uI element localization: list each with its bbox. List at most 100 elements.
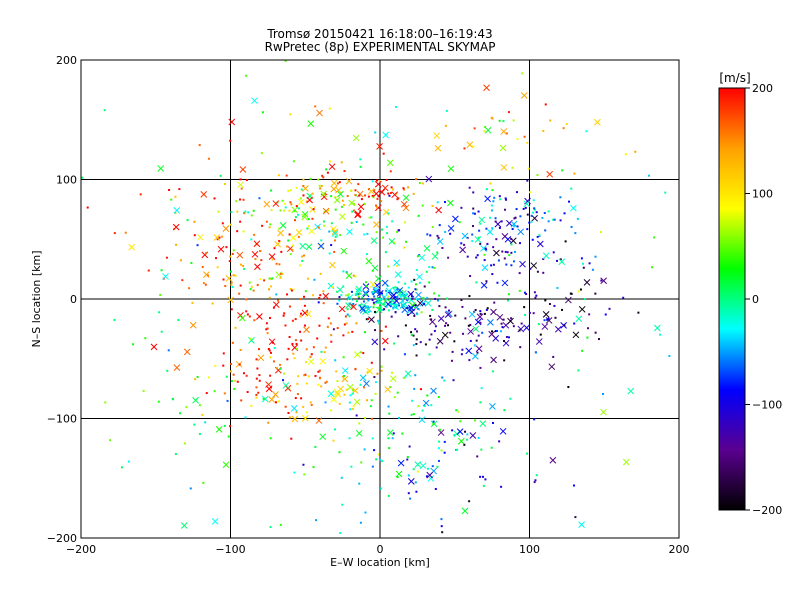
scatter-cross-marker [327, 390, 335, 398]
scatter-dot-marker [279, 231, 282, 234]
scatter-dot-marker [472, 212, 475, 215]
scatter-dot-marker [464, 430, 467, 433]
scatter-dot-marker [507, 299, 510, 302]
scatter-dot-marker [536, 270, 539, 273]
scatter-cross-marker [474, 236, 482, 243]
scatter-dot-marker [226, 399, 229, 402]
scatter-dot-marker [338, 451, 341, 454]
scatter-dot-marker [288, 209, 291, 212]
y-tick-label: 200 [56, 54, 77, 67]
x-tick-label: 200 [669, 543, 690, 556]
scatter-dot-marker [604, 313, 607, 316]
scatter-dot-marker [472, 191, 475, 194]
scatter-dot-marker [359, 304, 362, 307]
scatter-dot-marker [279, 523, 282, 526]
scatter-cross-marker [419, 299, 427, 307]
scatter-dot-marker [336, 380, 339, 383]
scatter-dot-marker [485, 248, 488, 251]
scatter-dot-marker [582, 266, 585, 269]
scatter-dot-marker [594, 292, 597, 295]
scatter-dot-marker [472, 225, 475, 228]
scatter-cross-marker [456, 428, 464, 435]
scatter-dot-marker [292, 160, 295, 163]
scatter-dot-marker [248, 315, 251, 318]
scatter-cross-marker [484, 126, 492, 134]
scatter-dot-marker [505, 198, 508, 201]
scatter-dot-marker [422, 296, 425, 299]
scatter-dot-marker [456, 448, 459, 451]
scatter-dot-marker [468, 500, 471, 503]
scatter-dot-marker [318, 296, 321, 299]
x-tick-label: −200 [66, 543, 96, 556]
scatter-cross-marker [256, 313, 263, 320]
scatter-dot-marker [417, 405, 420, 408]
scatter-cross-marker [406, 307, 413, 315]
scatter-dot-marker [320, 185, 323, 188]
scatter-dot-marker [330, 334, 333, 337]
scatter-dot-marker [377, 322, 380, 325]
scatter-cross-marker [401, 293, 409, 301]
scatter-dot-marker [371, 298, 374, 301]
scatter-dot-marker [511, 228, 514, 231]
scatter-cross-marker [388, 238, 396, 245]
scatter-dot-marker [239, 284, 242, 287]
scatter-dot-marker [396, 198, 399, 201]
scatter-dot-marker [426, 233, 429, 236]
scatter-dot-marker [287, 239, 290, 242]
scatter-dot-marker [515, 191, 518, 194]
scatter-cross-marker [274, 240, 282, 248]
scatter-dot-marker [511, 166, 514, 169]
scatter-dot-marker [535, 211, 538, 214]
scatter-dot-marker [437, 447, 440, 450]
scatter-dot-marker [288, 233, 291, 236]
scatter-cross-marker [236, 251, 244, 259]
x-axis-label: E–W location [km] [330, 556, 430, 569]
scatter-dot-marker [267, 347, 270, 350]
scatter-dot-marker [295, 342, 298, 345]
colorbar-label: [m/s] [719, 71, 750, 85]
scatter-cross-marker [237, 181, 244, 189]
scatter-dot-marker [472, 145, 475, 148]
scatter-dot-marker [363, 233, 366, 236]
scatter-cross-marker [284, 384, 292, 392]
scatter-dot-marker [396, 391, 399, 394]
scatter-dot-marker [358, 304, 361, 307]
scatter-cross-marker [305, 243, 313, 251]
scatter-cross-marker [504, 235, 512, 243]
scatter-dot-marker [520, 322, 523, 325]
scatter-dot-marker [510, 251, 513, 254]
scatter-dot-marker [528, 311, 531, 314]
scatter-dot-marker [413, 278, 416, 281]
scatter-dot-marker [294, 339, 297, 342]
scatter-dot-marker [547, 210, 550, 213]
scatter-dot-marker [447, 324, 450, 327]
scatter-cross-marker [239, 166, 247, 173]
scatter-dot-marker [196, 244, 199, 247]
scatter-dot-marker [319, 294, 322, 297]
scatter-dot-marker [388, 412, 391, 415]
scatter-dot-marker [288, 305, 291, 308]
scatter-dot-marker [561, 169, 564, 172]
scatter-dot-marker [385, 225, 388, 228]
scatter-cross-marker [475, 345, 483, 353]
scatter-dot-marker [326, 171, 329, 174]
scatter-dot-marker [181, 279, 184, 282]
scatter-cross-marker [359, 306, 367, 314]
scatter-dot-marker [510, 264, 513, 267]
scatter-dot-marker [270, 189, 273, 192]
scatter-dot-marker [345, 271, 348, 274]
scatter-cross-marker [459, 246, 467, 254]
scatter-dot-marker [257, 391, 260, 394]
scatter-dot-marker [318, 324, 321, 327]
scatter-dot-marker [444, 230, 447, 233]
scatter-dot-marker [513, 260, 516, 263]
scatter-dot-marker [351, 392, 354, 395]
scatter-cross-marker [331, 230, 339, 237]
scatter-dot-marker [483, 130, 486, 133]
scatter-cross-marker [452, 215, 459, 223]
scatter-dot-marker [492, 263, 495, 266]
scatter-cross-marker [430, 387, 437, 395]
scatter-dot-marker [287, 412, 290, 415]
scatter-dot-marker [357, 295, 360, 298]
scatter-dot-marker [193, 423, 196, 426]
